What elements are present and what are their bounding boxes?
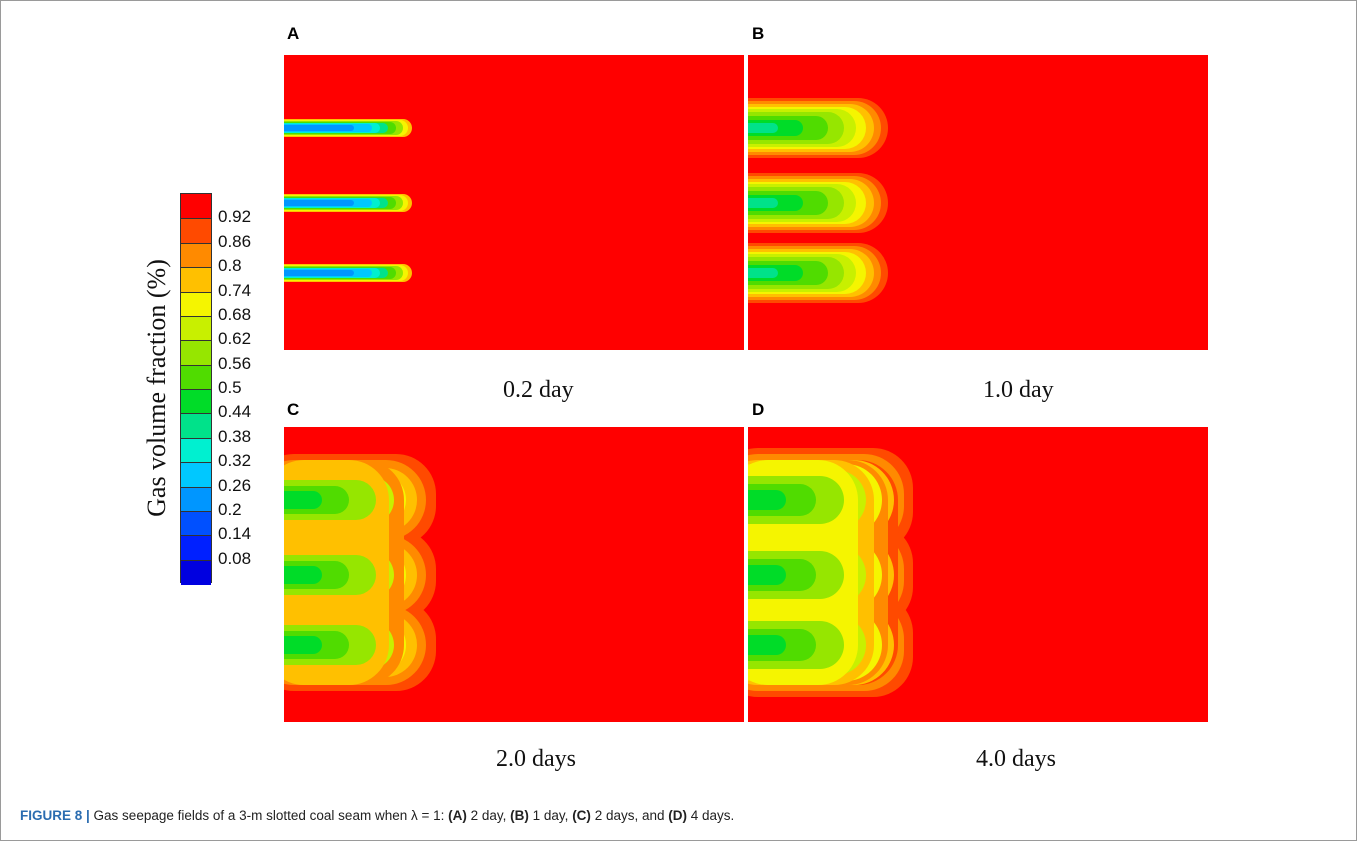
contour-band [284, 636, 322, 654]
contour-plot [284, 427, 744, 722]
contour-band [748, 565, 786, 585]
contour-band [748, 268, 778, 278]
colorbar-tick-label: 0.56 [218, 353, 252, 373]
colorbar-swatch [181, 291, 211, 317]
colorbar-tick-label: 0.62 [218, 329, 252, 349]
figure-caption: FIGURE 8 | Gas seepage fields of a 3-m s… [20, 808, 734, 823]
colorbar-tick-label: 0.44 [218, 402, 252, 422]
panel-label-c: C [287, 400, 300, 419]
contour-band [748, 635, 786, 655]
contour-plot [284, 55, 744, 350]
contour-band [284, 566, 322, 584]
time-label-d: 4.0 days [976, 746, 1056, 772]
colorbar-swatch [181, 340, 211, 366]
caption-ref-b: (B) [510, 808, 529, 823]
colorbar-tick-label: 0.8 [218, 256, 242, 276]
panel-label-d: D [752, 400, 765, 419]
caption-text-a: 2 day, [466, 808, 511, 823]
colorbar-swatch [181, 242, 211, 268]
colorbar-title: Gas volume fraction (%) [142, 259, 171, 517]
contour-plot [748, 55, 1208, 350]
time-label-b: 1.0 day [983, 377, 1054, 403]
contour-panel-a [284, 55, 744, 350]
contour-band [748, 198, 778, 208]
colorbar-tick-label: 0.14 [218, 524, 252, 544]
contour-band [284, 200, 354, 206]
panel-label-b: B [752, 24, 765, 43]
colorbar-swatch [181, 462, 211, 487]
colorbar-tick-label: 0.2 [218, 499, 242, 519]
caption-figure-number: FIGURE 8 | [20, 808, 90, 823]
colorbar-swatch [181, 315, 211, 341]
time-label-c: 2.0 days [496, 746, 576, 772]
colorbar-swatch [181, 559, 211, 585]
caption-text-b: 1 day, [528, 808, 573, 823]
caption-text-c: 2 days, and [590, 808, 669, 823]
caption-ref-a: (A) [448, 808, 467, 823]
colorbar-tick-label: 0.92 [218, 207, 252, 227]
caption-ref-d: (D) [668, 808, 687, 823]
contour-band [284, 270, 354, 276]
colorbar-tick-label: 0.68 [218, 304, 252, 324]
colorbar-swatch [181, 437, 211, 463]
time-label-a: 0.2 day [503, 377, 574, 403]
caption-text-d: 4 days. [687, 808, 735, 823]
colorbar-tick-label: 0.26 [218, 475, 252, 495]
colorbar-tick-label: 0.5 [218, 378, 242, 397]
colorbar-swatch [181, 389, 211, 414]
contour-band [748, 123, 778, 133]
colorbar [180, 193, 212, 585]
colorbar-tick-label: 0.86 [218, 231, 252, 251]
colorbar-swatch [181, 486, 211, 512]
contour-band [284, 125, 354, 131]
colorbar-swatch [181, 510, 211, 536]
colorbar-tick-label: 0.32 [218, 451, 252, 471]
contour-panel-d [748, 427, 1208, 722]
colorbar-swatch [181, 364, 211, 390]
colorbar-swatch [181, 218, 211, 244]
colorbar-tick-label: 0.38 [218, 426, 252, 446]
caption-text: Gas seepage fields of a 3-m slotted coal… [89, 808, 449, 823]
contour-band [284, 491, 322, 509]
colorbar-swatch [181, 413, 211, 439]
colorbar-swatch [181, 267, 211, 292]
contour-plot [748, 427, 1208, 722]
contour-band [748, 490, 786, 510]
colorbar-tick-label: 0.08 [218, 548, 252, 568]
colorbar-tick-label: 0.74 [218, 280, 252, 300]
panel-label-a: A [287, 24, 300, 43]
colorbar-swatch [181, 194, 211, 219]
contour-panel-c [284, 427, 744, 722]
caption-ref-c: (C) [572, 808, 591, 823]
contour-panel-b [748, 55, 1208, 350]
colorbar-swatch [181, 535, 211, 561]
